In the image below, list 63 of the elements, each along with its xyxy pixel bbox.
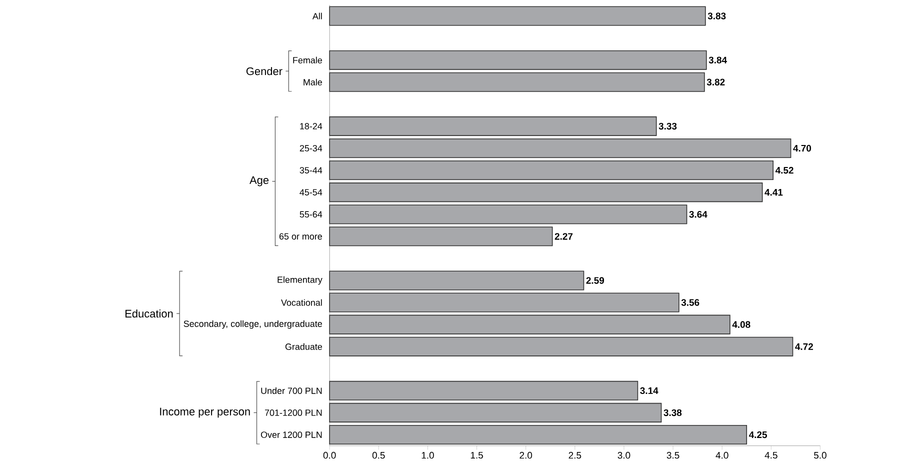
x-tick-label: 2.0 bbox=[520, 452, 532, 459]
data-label: 3.56 bbox=[681, 299, 700, 306]
y-tick-label: Male bbox=[304, 78, 322, 86]
bar bbox=[329, 226, 553, 246]
data-label: 4.41 bbox=[764, 189, 783, 196]
y-tick-label: 55-64 bbox=[300, 211, 322, 218]
data-label: 3.14 bbox=[640, 387, 658, 394]
data-label: 3.64 bbox=[689, 211, 708, 218]
y-tick-label: Female bbox=[293, 56, 322, 64]
data-label: 4.25 bbox=[748, 432, 767, 438]
y-tick-label: All bbox=[312, 12, 322, 20]
y-tick-label: 701-1200 PLN bbox=[264, 410, 322, 416]
y-tick-label: Graduate bbox=[285, 343, 322, 350]
bar bbox=[329, 292, 680, 312]
bar bbox=[329, 314, 730, 334]
x-tick-label: 2.5 bbox=[568, 452, 582, 459]
bar bbox=[329, 381, 638, 401]
bar bbox=[329, 403, 662, 423]
y-tick-label: Under 700 PLN bbox=[261, 388, 322, 394]
x-tick-label: 1.5 bbox=[470, 452, 483, 459]
data-label: 3.83 bbox=[708, 12, 726, 20]
bar bbox=[329, 50, 707, 70]
y-tick-label: 45-54 bbox=[300, 189, 322, 196]
bar bbox=[329, 336, 794, 357]
y-tick-label: 35-44 bbox=[300, 167, 322, 174]
y-tick-label: Elementary bbox=[278, 276, 322, 285]
data-label: 4.08 bbox=[732, 321, 750, 328]
text: Age bbox=[250, 176, 269, 186]
data-label: 2.27 bbox=[554, 233, 573, 240]
data-label: 4.70 bbox=[793, 145, 812, 152]
data-label: 4.52 bbox=[775, 167, 794, 174]
y-tick-label: 65 or more bbox=[279, 233, 322, 240]
data-label: 3.33 bbox=[658, 122, 677, 130]
data-label: 2.59 bbox=[586, 277, 604, 284]
bar bbox=[329, 204, 688, 224]
bar bbox=[329, 182, 763, 202]
bar bbox=[329, 160, 774, 180]
y-tick-label: Vocational bbox=[281, 299, 322, 306]
bar bbox=[329, 116, 657, 136]
y-tick-label: 25-34 bbox=[300, 145, 322, 152]
bar bbox=[329, 425, 748, 445]
x-tick-label: 1.0 bbox=[422, 452, 434, 459]
x-tick-label: 4.0 bbox=[716, 452, 728, 459]
x-tick-label: 0.5 bbox=[372, 452, 385, 459]
x-tick-label: 3.0 bbox=[618, 452, 630, 459]
data-label: 3.84 bbox=[708, 56, 727, 64]
bar bbox=[329, 138, 792, 158]
x-tick-label: 3.5 bbox=[666, 452, 680, 459]
text: Gender bbox=[246, 67, 282, 76]
x-tick-label: 5.0 bbox=[814, 452, 826, 459]
y-tick-label: Over 1200 PLN bbox=[260, 432, 322, 438]
x-tick-label: 0.0 bbox=[323, 452, 336, 459]
bar bbox=[329, 270, 584, 290]
bar bbox=[329, 72, 705, 92]
data-label: 4.72 bbox=[795, 343, 813, 350]
data-label: 3.38 bbox=[664, 409, 682, 416]
text: Education bbox=[126, 310, 173, 318]
data-label: 3.82 bbox=[706, 78, 725, 86]
y-tick-label: 18-24 bbox=[300, 123, 322, 130]
x-tick-label: 4.5 bbox=[764, 452, 778, 459]
y-tick-label: Secondary, college, undergraduate bbox=[184, 320, 322, 329]
text: Income per person bbox=[160, 408, 250, 418]
bar bbox=[329, 6, 706, 26]
